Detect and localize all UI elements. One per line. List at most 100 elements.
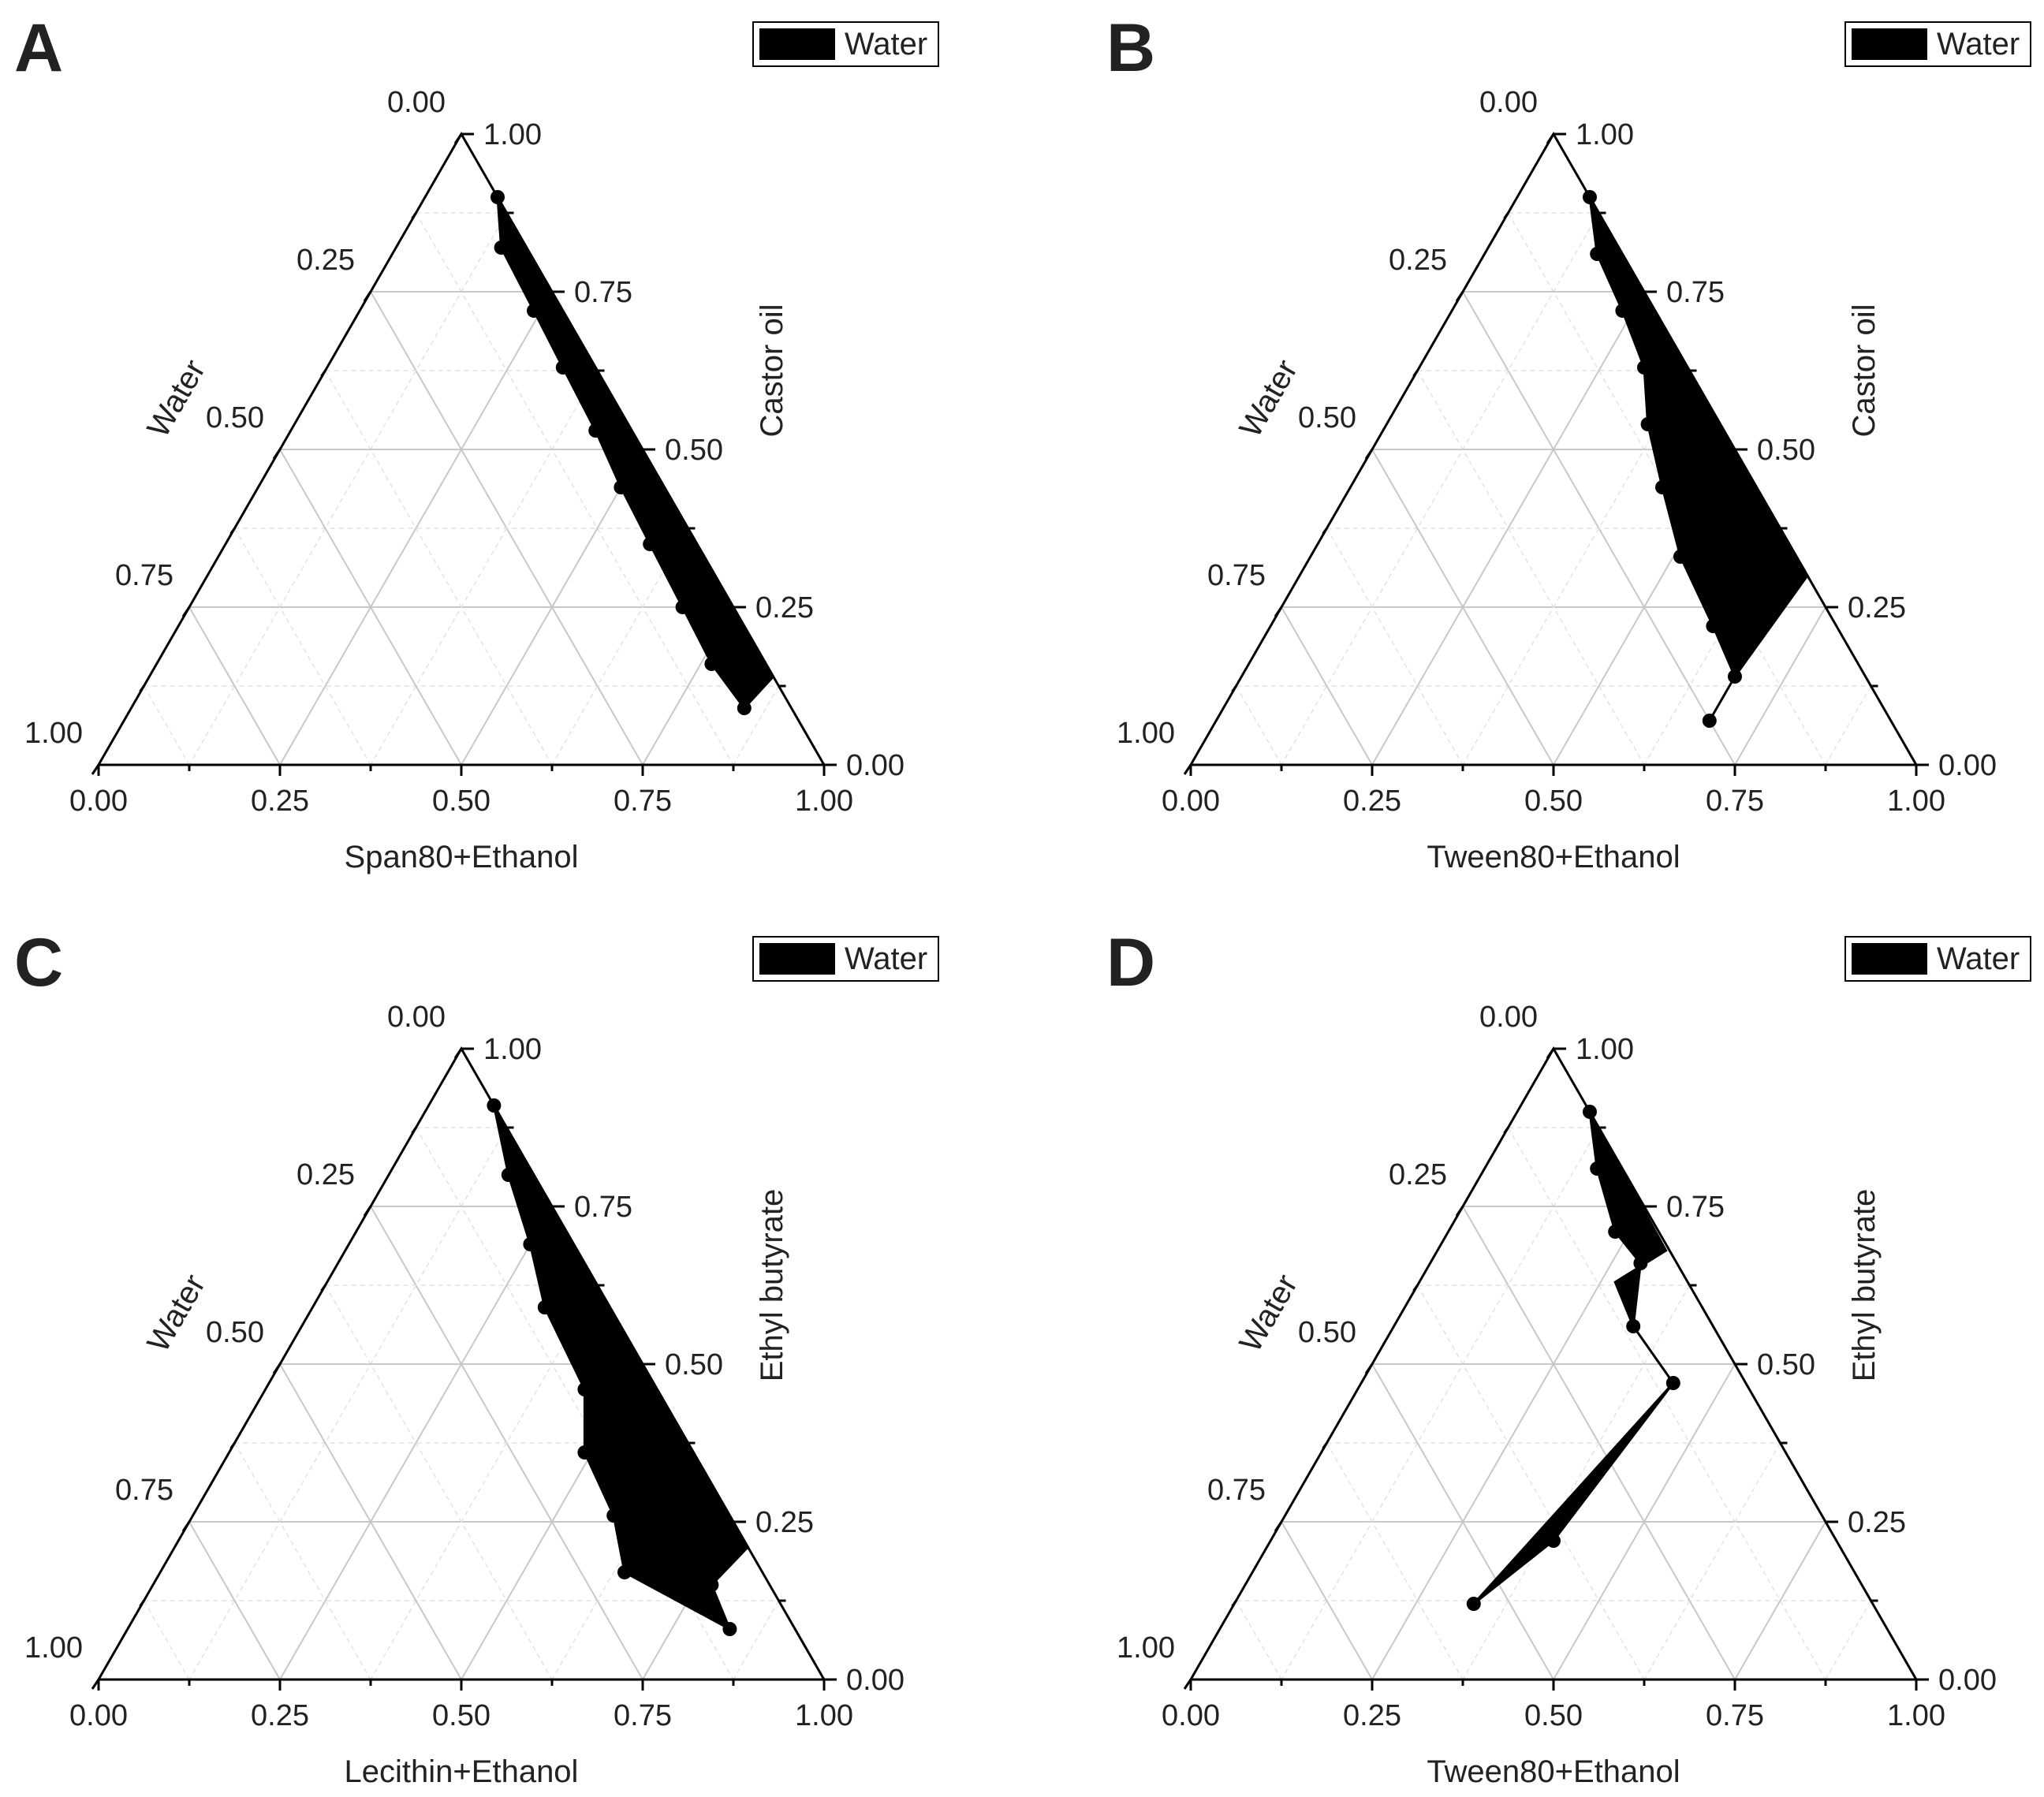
data-point <box>523 1237 538 1251</box>
tick-mark <box>1455 1206 1464 1217</box>
axis-label-left: Water <box>1233 354 1304 443</box>
grid-line <box>188 606 281 766</box>
tick-mark <box>1412 1284 1419 1292</box>
legend-swatch <box>759 943 835 975</box>
axis-label-bottom: Lecithin+Ethanol <box>345 1754 579 1789</box>
legend-label: Water <box>845 27 927 62</box>
data-point <box>1546 1534 1561 1548</box>
legend: Water <box>752 21 939 67</box>
data-point <box>527 304 541 318</box>
boundary-line <box>1708 676 1736 721</box>
data-point <box>1702 714 1717 728</box>
tick-label-left: 1.00 <box>1117 1631 1175 1665</box>
tick-label-right: 0.00 <box>846 1664 905 1697</box>
tick-label-right: 1.00 <box>1576 1033 1634 1066</box>
tick-mark <box>1364 449 1374 460</box>
tick-mark <box>1322 1442 1328 1449</box>
grid-line <box>279 449 462 766</box>
grid-line <box>733 1600 780 1680</box>
grid-line <box>1734 1521 1826 1680</box>
tick-mark <box>139 1600 145 1607</box>
data-point <box>1728 669 1742 684</box>
grid-line <box>188 212 508 766</box>
tick-mark <box>453 1048 463 1059</box>
grid-line <box>279 291 553 766</box>
tick-label-left: 1.00 <box>24 1631 83 1665</box>
tick-mark <box>272 1363 282 1374</box>
tick-mark <box>1364 1363 1374 1374</box>
tick-label-right: 0.25 <box>755 1506 814 1539</box>
grid <box>143 212 780 766</box>
legend-swatch <box>1852 943 1927 975</box>
data-point <box>1590 1161 1605 1176</box>
tick-label-right: 1.00 <box>483 1033 542 1066</box>
grid-line <box>1326 528 1464 766</box>
tick-label-left: 0.25 <box>1389 1158 1447 1191</box>
grid-line <box>370 1284 599 1680</box>
data-point <box>614 480 628 494</box>
tick-mark <box>1274 606 1283 617</box>
tick-label-left: 0.50 <box>206 1316 264 1349</box>
tick-mark <box>320 370 326 377</box>
tick-mark <box>91 1679 100 1690</box>
data-point <box>675 600 690 614</box>
tick-label-left: 0.75 <box>115 1474 173 1507</box>
tick-label-bottom: 0.00 <box>69 785 128 818</box>
data-point <box>1626 1319 1641 1333</box>
data-point <box>643 537 658 551</box>
tick-label-bottom: 0.75 <box>1706 1699 1764 1732</box>
ternary-panel-d: D 0.00 0.00 0.00 0.25 0.25 0.25 0.50 0.50 0.50 0.7… <box>1106 925 2031 1789</box>
legend: Water <box>1844 21 2031 67</box>
tick-mark <box>411 212 417 219</box>
data-point <box>704 657 719 671</box>
tick-label-bottom: 0.25 <box>251 785 309 818</box>
tick-mark <box>1546 133 1555 144</box>
tick-mark <box>411 1127 417 1134</box>
tick-label-right: 0.25 <box>1848 591 1906 624</box>
grid-line <box>324 370 553 766</box>
axis-label-right: Castor oil <box>1847 304 1882 438</box>
panel-letter: A <box>14 10 63 86</box>
tick-label-left: 1.00 <box>24 717 83 750</box>
tick-label-left: 0.75 <box>1207 1474 1266 1507</box>
tick-label-bottom: 1.00 <box>1887 785 1945 818</box>
axis-label-right: Castor oil <box>755 304 789 438</box>
data-point <box>1637 360 1651 375</box>
legend-label: Water <box>1937 941 2020 976</box>
grid-line <box>1462 370 1691 766</box>
data-point <box>555 360 570 375</box>
tick-mark <box>1503 212 1509 219</box>
tick-label-left: 0.25 <box>297 1158 355 1191</box>
grid-line <box>1416 370 1645 766</box>
tick-mark <box>453 133 463 144</box>
tick-label-right: 0.25 <box>755 591 814 624</box>
data-point <box>1633 1256 1648 1270</box>
grid-line <box>143 1600 190 1680</box>
tick-mark <box>1183 764 1192 775</box>
tick-label-bottom: 0.75 <box>614 1699 672 1732</box>
grid-line <box>1281 1127 1600 1680</box>
water-region <box>492 1105 750 1632</box>
tick-label-right: 0.75 <box>574 1191 632 1224</box>
tick-mark <box>272 449 282 460</box>
tick-label-left: 0.00 <box>387 1001 446 1034</box>
data-point <box>704 1578 719 1592</box>
data-point <box>1466 1597 1481 1611</box>
tick-label-left: 0.25 <box>297 244 355 277</box>
data-point <box>588 423 603 438</box>
tick-label-left: 0.75 <box>115 559 173 592</box>
grid-line <box>233 528 371 766</box>
grid-line <box>1507 1127 1826 1680</box>
grid-line <box>461 449 643 766</box>
tick-label-bottom: 0.25 <box>251 1699 309 1732</box>
axis-label-right: Ethyl butyrate <box>755 1189 789 1382</box>
tick-mark <box>229 1442 236 1449</box>
grid-line <box>733 685 780 766</box>
tick-label-left: 0.50 <box>206 401 264 434</box>
tick-mark <box>1546 1048 1555 1059</box>
tick-mark <box>229 528 236 535</box>
data-point <box>501 1168 516 1182</box>
grid-line <box>1643 1442 1781 1680</box>
grid-line <box>1235 685 1282 766</box>
